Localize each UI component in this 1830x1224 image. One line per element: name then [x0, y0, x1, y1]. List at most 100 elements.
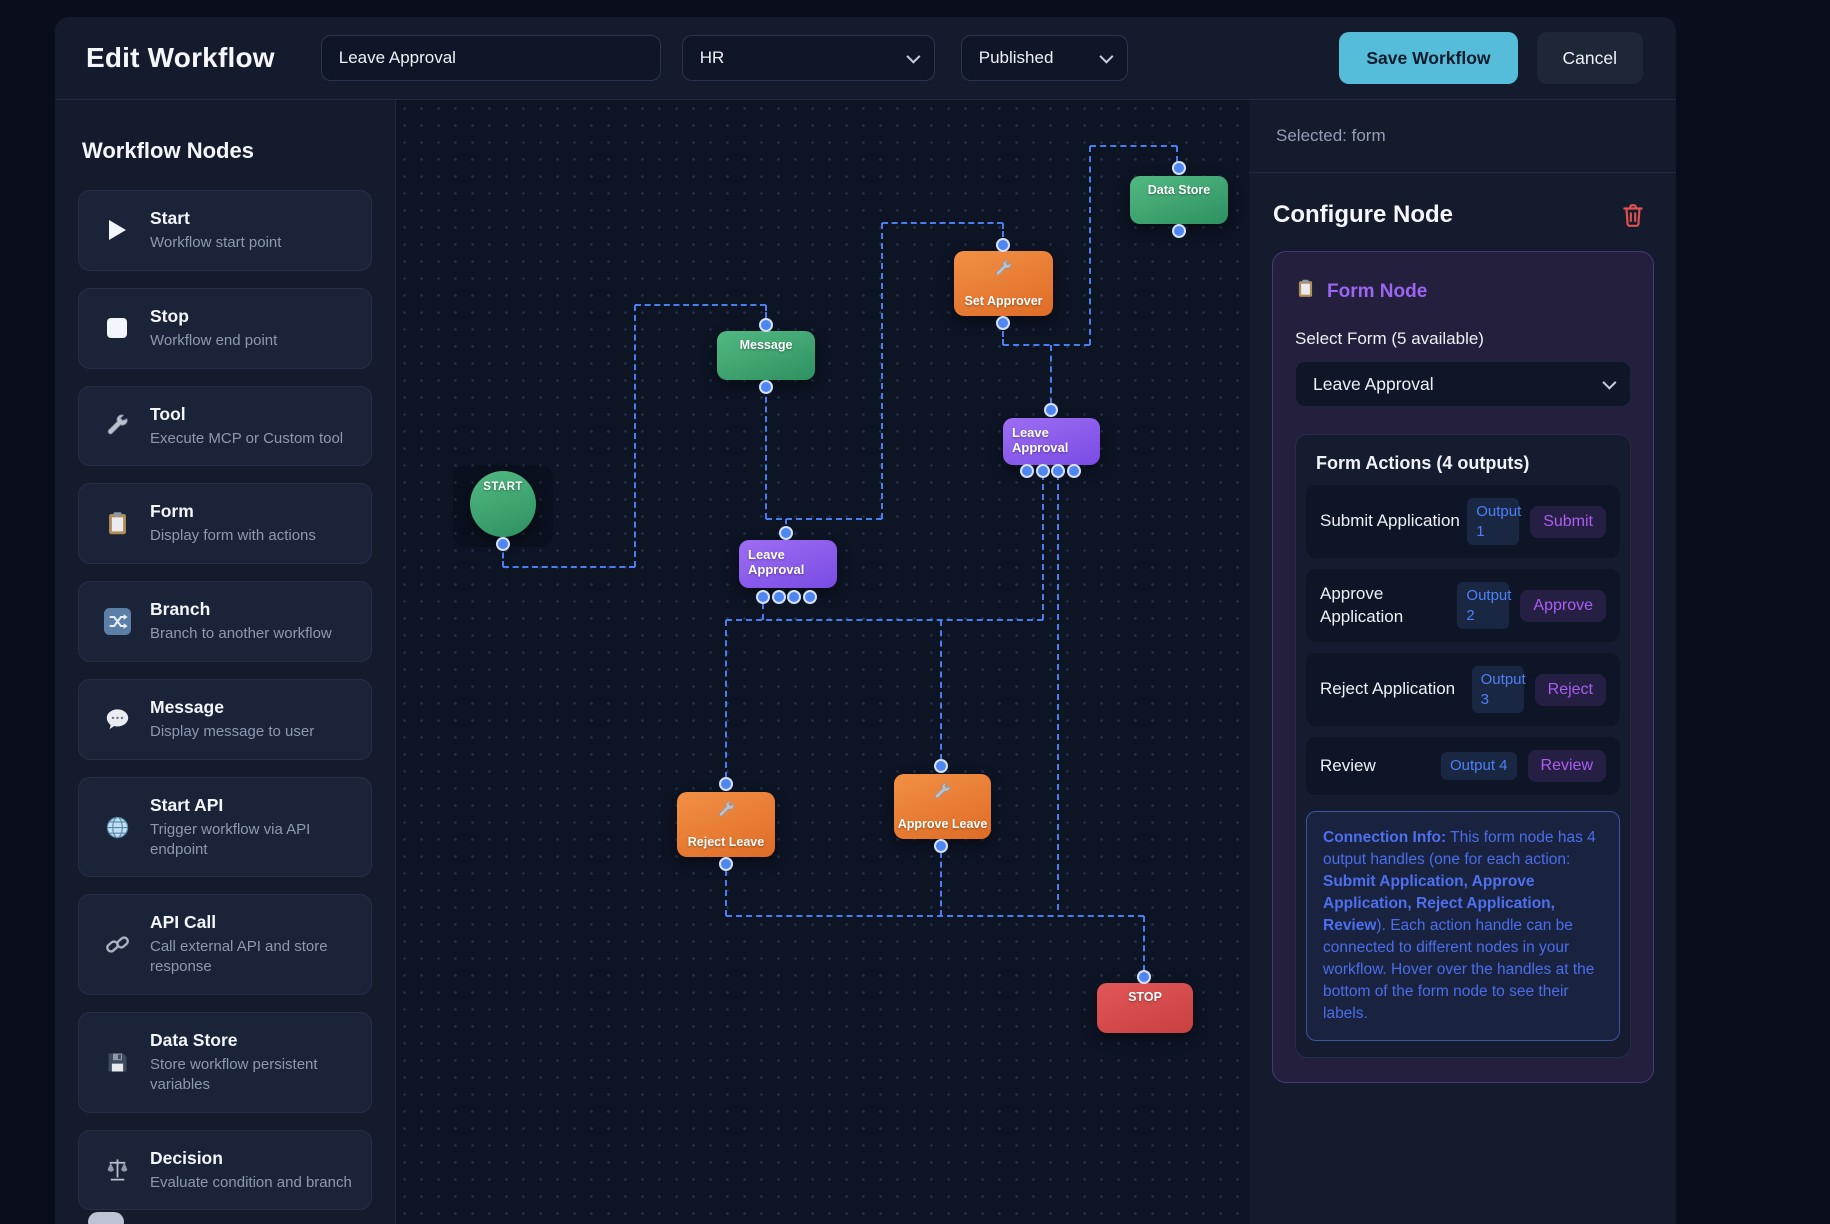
sidebar-item-branch[interactable]: Branch Branch to another workflow — [78, 581, 372, 662]
connection-handle[interactable] — [1020, 464, 1034, 478]
palette-item-desc: Display message to user — [150, 722, 315, 740]
status-select[interactable]: Published — [960, 35, 1128, 81]
connection-handle[interactable] — [787, 590, 801, 604]
output-badge: Output 4 — [1440, 752, 1517, 780]
connection-handle[interactable] — [496, 537, 510, 551]
category-select[interactable]: HR — [681, 35, 935, 81]
connection-handle[interactable] — [1051, 464, 1065, 478]
node-form-left[interactable]: Leave Approval — [739, 540, 837, 588]
clipboard-icon — [1295, 278, 1316, 305]
node-stop[interactable]: STOP — [1097, 983, 1193, 1033]
edge-segment — [1143, 916, 1145, 971]
sidebar-item-data-store[interactable]: Data Store Store workflow persistent vari… — [78, 1011, 372, 1113]
shuffle-icon — [97, 608, 137, 636]
select-form-label: Select Form (5 available) — [1295, 329, 1484, 348]
connection-handle[interactable] — [996, 238, 1010, 252]
delete-node-button[interactable] — [1620, 202, 1646, 228]
connection-handle[interactable] — [719, 857, 733, 871]
connection-handle[interactable] — [1036, 464, 1050, 478]
output-badge: Output 3 — [1471, 666, 1526, 713]
edge-segment — [725, 870, 727, 916]
palette-item-title: Start API — [150, 794, 224, 815]
workflow-name-input[interactable] — [320, 35, 661, 81]
palette-item-desc: Call external API and store response — [150, 938, 328, 976]
palette-item-desc: Store workflow persistent variables — [150, 1055, 318, 1093]
configure-header: Configure Node — [1249, 173, 1676, 243]
connection-handle[interactable] — [803, 590, 817, 604]
node-set-approver[interactable]: Set Approver — [954, 251, 1053, 316]
wrench-icon — [954, 258, 1053, 279]
edge-segment — [635, 304, 766, 306]
chevron-down-icon — [1099, 49, 1114, 64]
edge-segment — [1003, 344, 1090, 346]
connection-handle[interactable] — [759, 318, 773, 332]
node-start[interactable]: START — [470, 471, 536, 537]
node-message[interactable]: Message — [717, 331, 815, 380]
form-select[interactable]: Leave Approval — [1295, 361, 1631, 407]
node-config-card: Form Node Select Form (5 available) Leav… — [1272, 251, 1654, 1083]
connection-handle[interactable] — [934, 839, 948, 853]
connection-info-text: Submit Application, Approve Application,… — [1323, 873, 1555, 934]
palette-item-desc: Display form with actions — [150, 527, 316, 545]
connection-handle[interactable] — [772, 590, 786, 604]
palette-item-desc: Execute MCP or Custom tool — [150, 429, 344, 447]
connection-handle[interactable] — [1172, 224, 1186, 238]
connection-handle[interactable] — [759, 380, 773, 394]
sidebar-item-api-call[interactable]: API Call Call external API and store resp… — [78, 894, 372, 995]
edge-segment — [1002, 223, 1004, 245]
sidebar-item-start[interactable]: Start Workflow start point — [78, 190, 372, 271]
form-action-row-submit: Submit Application Output 1 Submit — [1306, 485, 1620, 558]
configure-title: Configure Node — [1273, 201, 1453, 228]
output-badge: Output 2 — [1457, 582, 1511, 629]
node-label: Data Store — [1147, 183, 1211, 197]
connection-handle[interactable] — [1172, 161, 1186, 175]
save-workflow-button[interactable]: Save Workflow — [1339, 32, 1518, 84]
palette-item-desc: Workflow start point — [150, 234, 282, 251]
palette-item-title: Stop — [150, 305, 189, 326]
palette-item-title: Message — [150, 696, 224, 717]
sidebar-item-form[interactable]: Form Display form with actions — [78, 483, 372, 565]
sidebar-item-tool[interactable]: Tool Execute MCP or Custom tool — [78, 385, 372, 467]
node-label: Approve Leave — [897, 817, 988, 831]
scroll-thumb[interactable] — [88, 1212, 124, 1224]
edge-segment — [1002, 323, 1004, 345]
workflow-canvas[interactable]: START Message Set Approver Data Store Leave … — [396, 100, 1249, 1224]
connection-handle[interactable] — [756, 590, 770, 604]
palette-item-title: Start — [150, 208, 190, 228]
connection-info-text: ). Each action handle can be connected t… — [1323, 917, 1595, 1022]
palette-item-desc: Workflow end point — [150, 331, 278, 349]
node-reject-leave[interactable]: Reject Leave — [677, 792, 775, 857]
palette-item-title: Tool — [150, 403, 186, 424]
edge-segment — [503, 566, 635, 568]
output-badge: Output 1 — [1467, 498, 1521, 545]
connection-handle[interactable] — [996, 316, 1010, 330]
sidebar-item-message[interactable]: Message Display message to user — [78, 678, 372, 760]
sidebar-item-decision[interactable]: Decision Evaluate condition and branch — [78, 1129, 372, 1211]
cancel-button[interactable]: Cancel — [1536, 32, 1643, 84]
palette-item-desc: Branch to another workflow — [150, 625, 332, 643]
node-approve-leave[interactable]: Approve Leave — [894, 774, 991, 839]
node-form-right[interactable]: Leave Approval — [1003, 418, 1100, 465]
connection-handle[interactable] — [934, 759, 948, 773]
edge-segment — [1042, 474, 1044, 620]
topbar: Edit Workflow HR Published Save Workflow… — [55, 17, 1676, 100]
sidebar-item-start-api[interactable]: Start API Trigger workflow via API endpoi… — [78, 776, 372, 878]
form-select-value: Leave Approval — [1313, 373, 1434, 394]
edge-segment — [1176, 146, 1178, 162]
edge-segment — [766, 518, 882, 520]
connection-handle[interactable] — [1067, 464, 1081, 478]
selected-node-label: Selected: form — [1276, 126, 1386, 145]
edge-segment — [634, 305, 636, 567]
floppy-icon — [97, 1049, 137, 1076]
wrench-icon — [97, 412, 137, 439]
node-data-store[interactable]: Data Store — [1130, 176, 1228, 224]
edge-segment — [726, 619, 1043, 621]
edge-segment — [725, 620, 727, 778]
connection-handle[interactable] — [779, 526, 793, 540]
sidebar-item-stop[interactable]: Stop Workflow end point — [78, 287, 372, 369]
edge-segment — [726, 915, 1144, 917]
connection-handle[interactable] — [1044, 403, 1058, 417]
connection-handle[interactable] — [1137, 970, 1151, 984]
connection-handle[interactable] — [719, 777, 733, 791]
form-action-row-approve: Approve Application Output 2 Approve — [1306, 569, 1620, 642]
